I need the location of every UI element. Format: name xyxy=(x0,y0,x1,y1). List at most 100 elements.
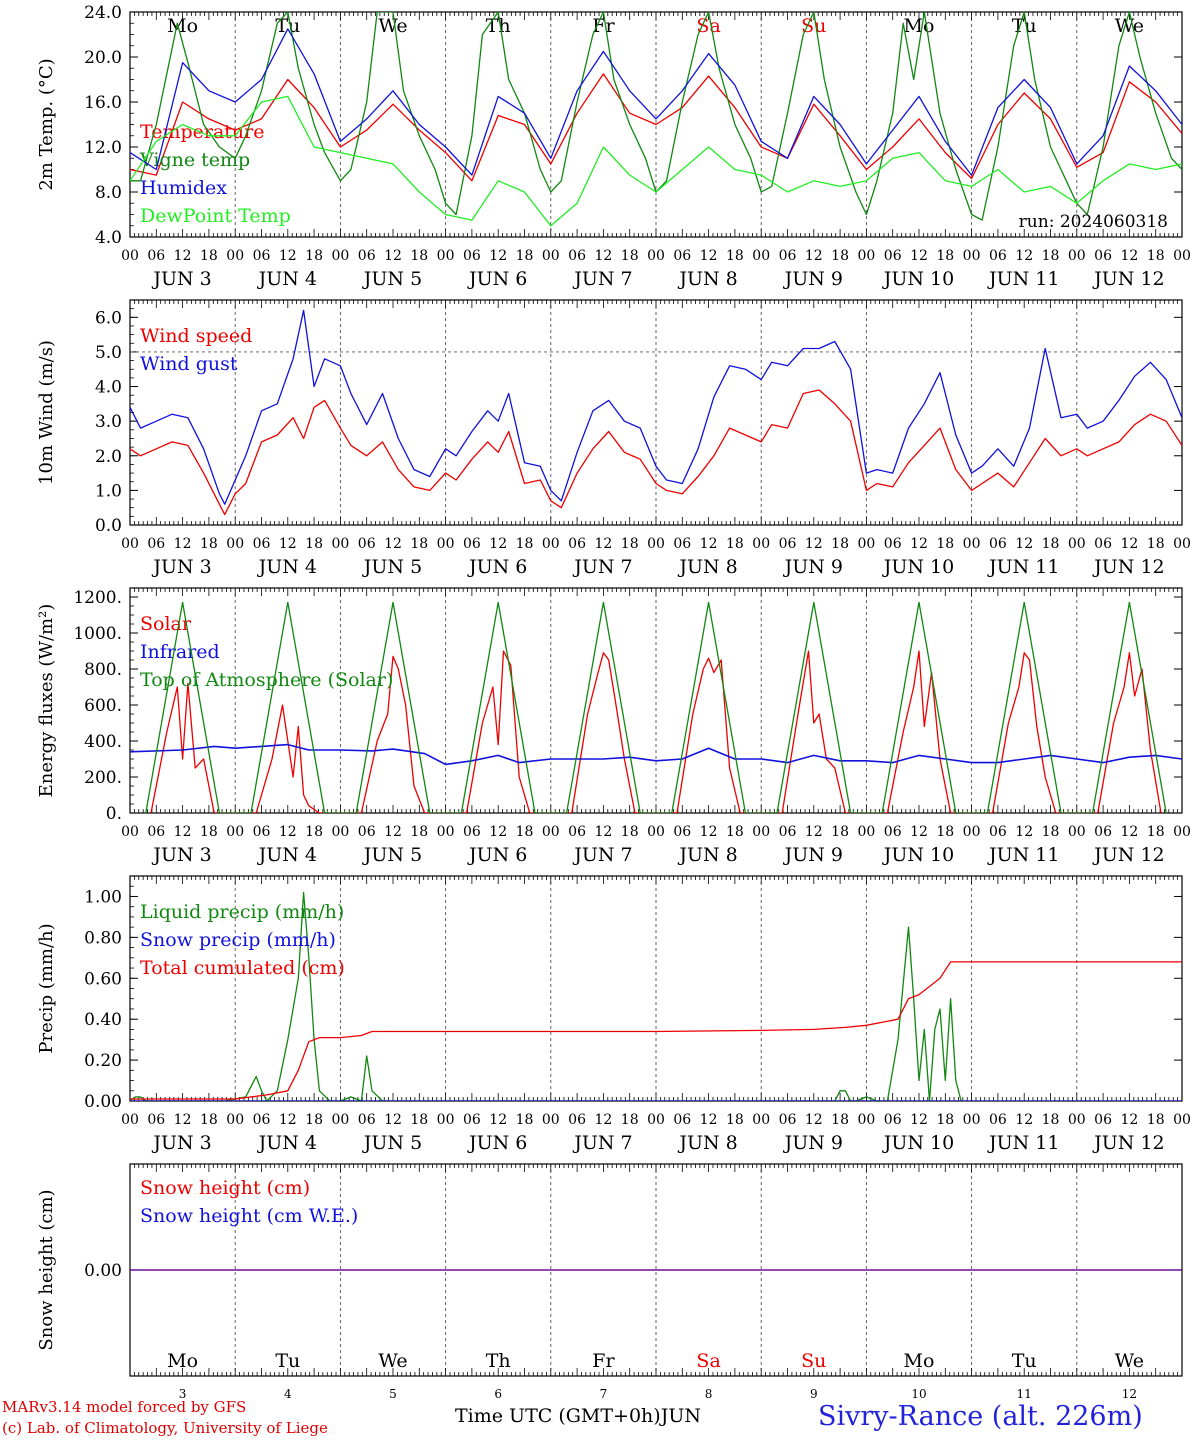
legend-entry: Humidex xyxy=(140,177,227,199)
weekday-label: Fr xyxy=(592,1350,615,1372)
hour-tick-label: 12 xyxy=(384,248,402,264)
panel-3: 0. 200. 400. 600. 800. 1000. 1200. Energy fluxe… xyxy=(36,587,1191,866)
hour-tick-label: 06 xyxy=(989,536,1007,552)
hour-tick-label: 06 xyxy=(1094,824,1112,840)
day-number-label: 12 xyxy=(1122,1387,1137,1401)
hour-tick-label: 06 xyxy=(779,824,797,840)
hour-tick-label: 00 xyxy=(1173,1112,1191,1128)
weekday-label: Th xyxy=(486,1350,511,1372)
legend-entry: Snow precip (mm/h) xyxy=(140,929,336,951)
hour-tick-label: 00 xyxy=(542,248,560,264)
hour-tick-label: 06 xyxy=(779,1112,797,1128)
y-tick-label: 4.0 xyxy=(95,378,122,398)
legend-entry: Wind speed xyxy=(140,325,252,347)
hour-tick-label: 18 xyxy=(1147,536,1165,552)
hour-tick-label: 06 xyxy=(463,824,481,840)
hour-tick-label: 12 xyxy=(1120,248,1138,264)
weekday-label: Tu xyxy=(275,1350,300,1372)
hour-tick-label: 06 xyxy=(358,248,376,264)
day-label: JUN 11 xyxy=(987,556,1059,578)
day-label: JUN 6 xyxy=(467,1132,527,1154)
y-tick-label: 6.0 xyxy=(95,308,122,328)
day-label: JUN 7 xyxy=(572,556,632,578)
y-tick-label: 0.60 xyxy=(84,969,122,989)
hour-tick-label: 06 xyxy=(358,824,376,840)
day-number-label: 4 xyxy=(284,1387,292,1401)
hour-tick-label: 00 xyxy=(121,536,139,552)
weekday-label: We xyxy=(1115,15,1144,37)
hour-tick-label: 06 xyxy=(779,536,797,552)
legend-entry: DewPoint Temp xyxy=(140,205,291,227)
day-label: JUN 10 xyxy=(882,268,954,290)
hour-tick-label: 00 xyxy=(963,824,981,840)
hour-tick-label: 06 xyxy=(253,1112,271,1128)
hour-tick-label: 18 xyxy=(621,536,639,552)
series-line-vigne-temp xyxy=(130,12,1182,221)
hour-tick-label: 00 xyxy=(752,248,770,264)
day-label: JUN 9 xyxy=(783,1132,843,1154)
day-label: JUN 4 xyxy=(257,268,317,290)
weekday-label: Fr xyxy=(592,15,615,37)
hour-tick-label: 00 xyxy=(857,536,875,552)
panel-5: 0.00 Snow height (cm) Mo Tu We Th Fr Sa Su Mo Tu We… xyxy=(36,1163,1183,1401)
hour-tick-label: 06 xyxy=(568,248,586,264)
day-label: JUN 7 xyxy=(572,268,632,290)
hour-tick-label: 00 xyxy=(963,248,981,264)
hour-tick-label: 18 xyxy=(936,536,954,552)
hour-tick-label: 06 xyxy=(568,536,586,552)
hour-tick-label: 18 xyxy=(831,1112,849,1128)
hour-tick-label: 12 xyxy=(174,536,192,552)
hour-tick-label: 12 xyxy=(384,1112,402,1128)
day-label: JUN 8 xyxy=(677,268,737,290)
hour-tick-label: 12 xyxy=(384,536,402,552)
legend-entry: Snow height (cm) xyxy=(140,1177,310,1199)
hour-tick-label: 00 xyxy=(857,1112,875,1128)
hour-tick-label: 12 xyxy=(489,824,507,840)
y-tick-label: 0. xyxy=(106,804,122,824)
day-label: JUN 5 xyxy=(362,556,422,578)
hour-tick-label: 12 xyxy=(279,1112,297,1128)
hour-tick-label: 00 xyxy=(1173,536,1191,552)
hour-tick-label: 06 xyxy=(568,1112,586,1128)
hour-tick-label: 18 xyxy=(200,248,218,264)
hour-tick-label: 00 xyxy=(1068,536,1086,552)
hour-tick-label: 00 xyxy=(1173,824,1191,840)
legend-entry: Infrared xyxy=(140,641,220,663)
y-axis-label: 2m Temp. (°C) xyxy=(36,58,57,190)
hour-tick-label: 18 xyxy=(1042,536,1060,552)
hour-tick-label: 18 xyxy=(1042,824,1060,840)
hour-tick-label: 18 xyxy=(936,248,954,264)
y-tick-label: 0.0 xyxy=(95,516,122,536)
hour-tick-label: 06 xyxy=(673,248,691,264)
hour-tick-label: 18 xyxy=(1042,248,1060,264)
day-label: JUN 11 xyxy=(987,268,1059,290)
plot-frame xyxy=(129,299,1183,526)
weekday-label: Th xyxy=(486,15,511,37)
hour-tick-label: 06 xyxy=(358,536,376,552)
y-tick-label: 8.0 xyxy=(95,183,122,203)
hour-tick-label: 18 xyxy=(621,1112,639,1128)
hour-tick-label: 12 xyxy=(805,1112,823,1128)
hour-tick-label: 00 xyxy=(1068,248,1086,264)
day-label: JUN 12 xyxy=(1092,1132,1164,1154)
hour-tick-label: 12 xyxy=(910,248,928,264)
hour-tick-label: 18 xyxy=(936,1112,954,1128)
hour-tick-label: 12 xyxy=(1120,1112,1138,1128)
hour-tick-label: 18 xyxy=(726,248,744,264)
hour-tick-label: 12 xyxy=(1120,536,1138,552)
hour-tick-label: 06 xyxy=(463,536,481,552)
day-label: JUN 7 xyxy=(572,1132,632,1154)
lab-credit: (c) Lab. of Climatology, University of L… xyxy=(2,1419,328,1437)
day-label: JUN 9 xyxy=(783,268,843,290)
y-tick-label: 20.0 xyxy=(84,48,122,68)
day-label: JUN 10 xyxy=(882,1132,954,1154)
y-tick-label: 0.00 xyxy=(84,1261,122,1281)
series-line-humidex xyxy=(130,28,1182,176)
hour-tick-label: 18 xyxy=(831,824,849,840)
weekday-label: We xyxy=(378,1350,407,1372)
hour-tick-label: 06 xyxy=(989,1112,1007,1128)
day-label: JUN 12 xyxy=(1092,268,1164,290)
hour-tick-label: 18 xyxy=(305,248,323,264)
hour-tick-label: 00 xyxy=(331,248,349,264)
hour-tick-label: 18 xyxy=(831,536,849,552)
